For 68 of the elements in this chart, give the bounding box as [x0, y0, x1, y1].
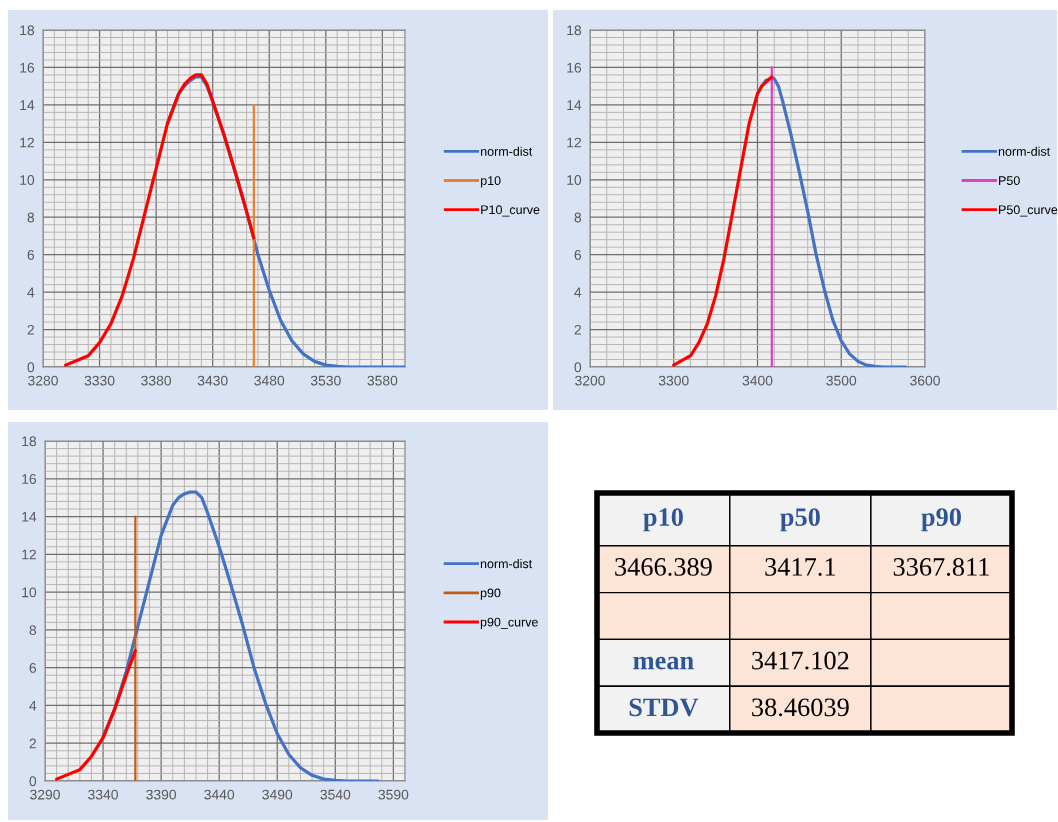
x-tick-label: 3600	[910, 375, 940, 386]
x-tick-label: 3540	[320, 789, 351, 800]
y-tick-label: 16	[22, 474, 37, 484]
y-tick-label: 0	[29, 776, 37, 787]
legend-label: p90	[480, 588, 501, 600]
x-tick-label: 3430	[197, 375, 228, 386]
x-tick-label: 3480	[254, 375, 285, 386]
category-label: p90	[921, 508, 961, 532]
y-tick-label: 10	[22, 587, 37, 598]
legend-label: norm-dist	[480, 559, 533, 569]
y-tick-label: 4	[27, 287, 35, 298]
y-tick-label: 18	[567, 25, 582, 36]
y-tick-label: 14	[22, 512, 37, 522]
y-tick-label: 14	[20, 100, 35, 110]
y-tick-label: 2	[29, 738, 36, 749]
x-tick-label: 3500	[826, 375, 857, 386]
text: 3417.102	[752, 651, 849, 670]
legend-label: p10	[481, 176, 501, 188]
legend-label: norm-dist	[998, 146, 1051, 156]
y-tick-label: 4	[29, 700, 37, 711]
x-tick-label: 3580	[367, 375, 398, 386]
y-tick-label: 14	[567, 100, 582, 110]
y-tick-label: 18	[22, 436, 37, 447]
category-label: p50	[780, 508, 820, 532]
x-tick-label: 3290	[30, 789, 60, 800]
y-tick-label: 12	[20, 137, 34, 148]
y-tick-label: 2	[27, 324, 34, 335]
x-tick-label: 3280	[28, 375, 58, 386]
text: mean	[633, 656, 694, 670]
y-tick-label: 0	[27, 362, 35, 373]
y-tick-label: 2	[574, 324, 581, 335]
x-tick-label: 3530	[310, 375, 341, 386]
y-tick-label: 8	[29, 625, 37, 636]
y-tick-label: 8	[27, 212, 35, 223]
y-tick-label: 4	[574, 287, 582, 298]
y-tick-label: 6	[574, 250, 582, 260]
text: 3367.811	[893, 558, 989, 576]
text: 38.46039	[752, 698, 849, 717]
x-tick-label: 3340	[88, 789, 118, 800]
y-tick-label: 6	[29, 663, 37, 673]
y-tick-label: 6	[27, 250, 35, 260]
text: 3417.1	[765, 558, 836, 576]
x-tick-label: 3390	[146, 789, 177, 800]
y-tick-label: 10	[567, 175, 582, 185]
x-tick-label: 3400	[742, 375, 773, 386]
y-tick-label: 18	[20, 25, 35, 36]
x-tick-label: 3590	[378, 789, 409, 800]
text: 3466.389	[615, 558, 712, 576]
legend-label: P50	[999, 176, 1020, 186]
x-tick-label: 3200	[575, 375, 605, 386]
legend-label: norm-dist	[481, 146, 533, 156]
x-tick-label: 3490	[262, 789, 293, 800]
legend-label: p90_curve	[480, 617, 538, 629]
legend-label: P50_curve	[999, 205, 1058, 217]
y-tick-label: 10	[20, 175, 35, 185]
y-tick-label: 12	[22, 549, 36, 560]
y-tick-label: 0	[574, 362, 582, 373]
x-tick-label: 3300	[658, 375, 689, 386]
x-tick-label: 3380	[141, 375, 172, 386]
y-tick-label: 16	[567, 62, 582, 73]
y-tick-label: 8	[574, 212, 582, 223]
category-label: p10	[643, 508, 683, 532]
legend-label: P10_curve	[481, 205, 540, 217]
text: STDV	[629, 698, 699, 717]
x-tick-label: 3440	[204, 789, 235, 800]
y-tick-label: 12	[567, 137, 581, 148]
x-tick-label: 3330	[84, 375, 115, 386]
y-tick-label: 16	[20, 62, 35, 73]
